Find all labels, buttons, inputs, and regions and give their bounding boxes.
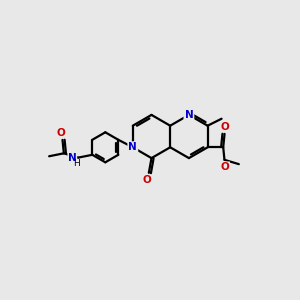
- Text: O: O: [221, 162, 230, 172]
- Text: N: N: [184, 110, 193, 120]
- Text: O: O: [220, 122, 229, 132]
- Text: N: N: [128, 142, 137, 152]
- Text: O: O: [57, 128, 65, 138]
- Text: O: O: [143, 175, 152, 185]
- Text: N: N: [68, 153, 77, 163]
- Text: H: H: [73, 159, 80, 168]
